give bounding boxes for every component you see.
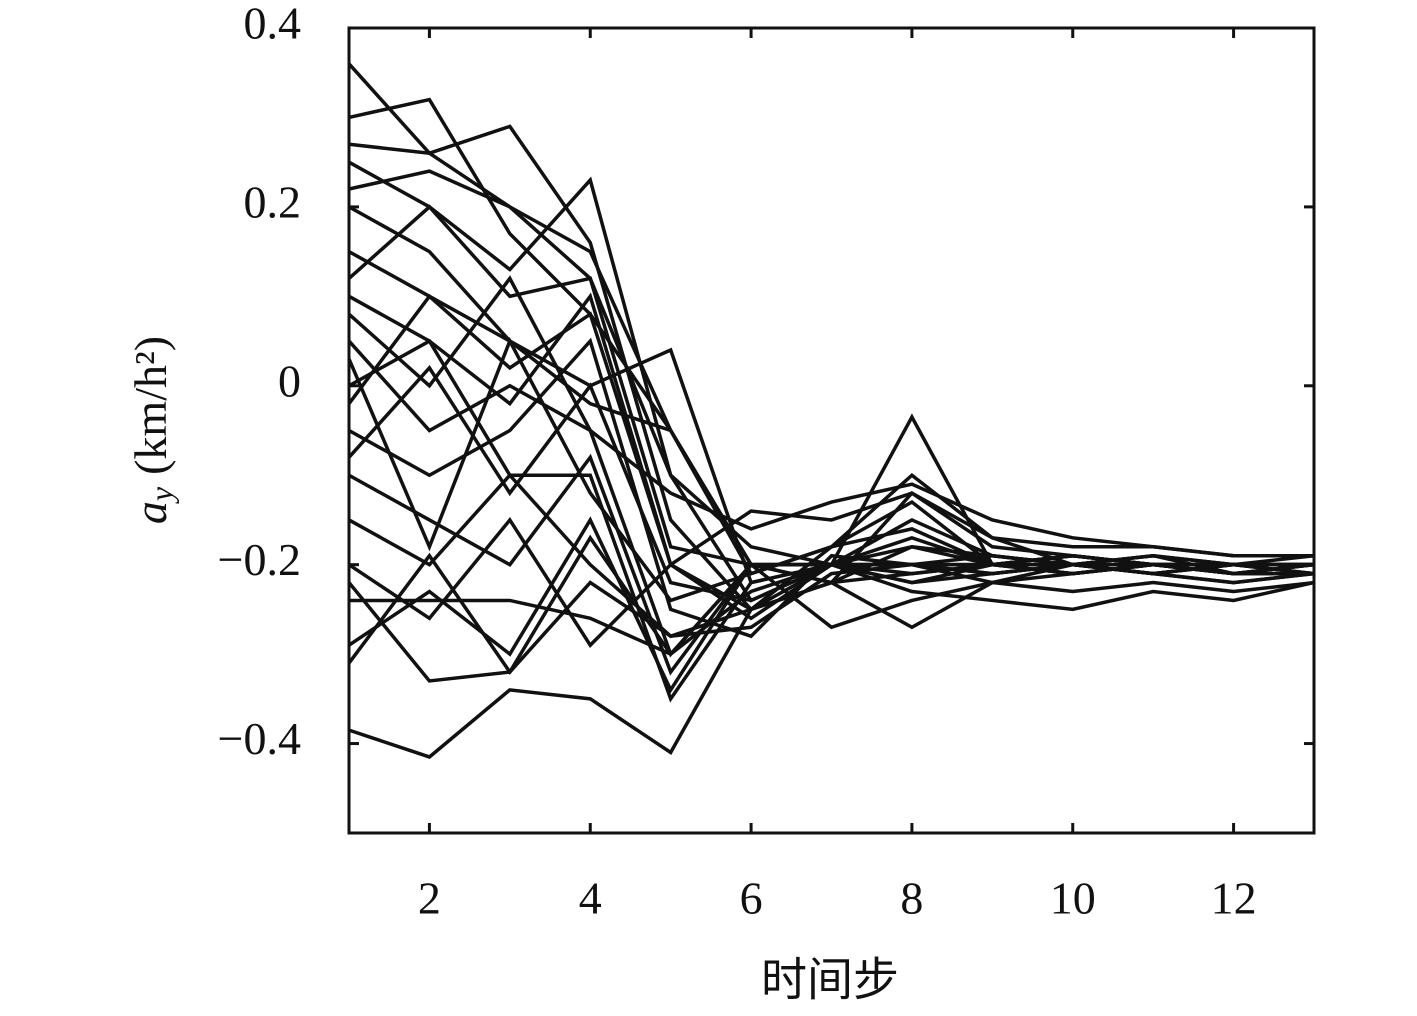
y-tick-label: 0 — [278, 355, 301, 406]
x-tick-label: 10 — [1050, 873, 1096, 924]
data-line — [347, 365, 1314, 603]
data-line — [348, 97, 1315, 585]
x-axis-label: 时间步 — [761, 955, 899, 1006]
y-tick-label: 0.2 — [244, 176, 302, 227]
y-tick-label: 0.4 — [244, 0, 302, 49]
x-tick-label: 4 — [579, 873, 602, 924]
y-axis-label: ay (km/h²) — [125, 336, 180, 524]
data-line — [347, 336, 1315, 603]
y-tick-label: −0.4 — [218, 713, 301, 764]
data-line — [347, 275, 1314, 558]
y-axis-label-text: ay (km/h²) — [125, 336, 180, 524]
data-line — [347, 62, 1314, 567]
data-line — [347, 293, 1314, 568]
data-line — [348, 453, 1315, 676]
data-line — [347, 339, 1315, 658]
y-label-symbol: a — [125, 501, 176, 524]
x-tick-label: 8 — [900, 873, 923, 924]
x-tick-label: 2 — [418, 873, 441, 924]
y-label-subscript: y — [143, 486, 179, 504]
data-line — [348, 562, 1314, 759]
data-line — [348, 169, 1314, 576]
y-tick-label: −0.2 — [218, 534, 301, 585]
x-tick-label: 6 — [740, 873, 763, 924]
x-tick-label: 12 — [1211, 873, 1257, 924]
plot-frame — [347, 26, 1316, 835]
y-label-unit: (km/h²) — [125, 336, 176, 475]
